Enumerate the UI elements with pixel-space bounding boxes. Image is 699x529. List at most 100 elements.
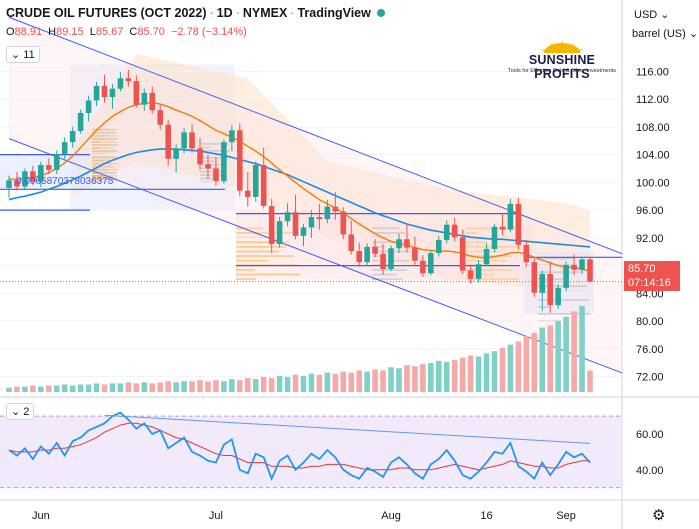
volume-bar (133, 383, 140, 392)
candle (563, 264, 569, 288)
volume-bar (157, 382, 164, 392)
candle (6, 180, 12, 188)
volume-profile-row (538, 313, 590, 315)
price-tick-label: 72.00 (636, 372, 664, 384)
volume-profile-row (92, 131, 116, 134)
volume-profile-row (92, 171, 101, 174)
last-price-label: 85.70 07:14:16 (624, 261, 680, 291)
collapse-icon: ⌄ (11, 49, 21, 61)
volume-bar (30, 385, 36, 392)
candle (149, 92, 156, 111)
volume-profile-row (538, 278, 569, 281)
gear-icon[interactable]: ⚙ (652, 507, 666, 524)
volume-profile-row (92, 156, 116, 159)
volume-bar (507, 344, 514, 392)
volume-profile-row (200, 146, 210, 149)
volume-bar (388, 367, 394, 392)
candle (459, 237, 466, 271)
volume-bar (372, 369, 378, 392)
volume-bar (77, 384, 84, 392)
volume-profile-row (236, 273, 300, 276)
volume-bar (109, 383, 116, 392)
candle (420, 260, 426, 274)
volume-bar (205, 381, 211, 392)
candle (77, 112, 84, 132)
unit-selector[interactable]: barrel (US) ⌄ (632, 27, 698, 40)
time-tick-label: Sep (556, 510, 576, 522)
volume-profile-row (236, 255, 294, 257)
rsi-tick-label: 40.00 (636, 465, 664, 477)
price-tick-label: 80.00 (636, 316, 664, 328)
change-value: −2.78 (−3.14%) (170, 26, 247, 38)
volume-bar (483, 353, 490, 392)
volume-profile-row (200, 174, 225, 177)
candle (69, 131, 76, 143)
channel-lower-line (8, 138, 623, 374)
volume-profile-row (538, 306, 550, 308)
candle (109, 88, 116, 98)
price-tick-label: 108.00 (636, 122, 670, 134)
volume-bar (356, 370, 362, 392)
candle (451, 224, 458, 238)
candle (483, 248, 490, 265)
left-value-label: 0.0065870378036375 (16, 176, 114, 187)
volume-bar (165, 381, 171, 392)
volume-profile-row (236, 278, 257, 281)
volume-profile-row (200, 149, 230, 152)
volume-bar (149, 383, 156, 392)
volume-bar (380, 370, 386, 392)
candle (443, 224, 450, 240)
price-axis[interactable]: 116.00 112.00 108.00 104.00 100.00 96.00 92.00… (636, 66, 670, 383)
interval-label: 1D (216, 6, 233, 20)
oscillator-toggle[interactable]: ⌄ 2 (6, 403, 35, 420)
volume-bar (14, 386, 20, 392)
volume-bar (348, 372, 355, 392)
candle (229, 130, 235, 143)
volume-profile-row (92, 171, 117, 174)
volume-bar (117, 383, 124, 392)
volume-bar (46, 385, 52, 392)
market-status-dot (376, 9, 385, 17)
volume-bar (53, 385, 60, 392)
candle (404, 239, 410, 248)
volume-bar (69, 385, 76, 392)
candle (396, 239, 402, 249)
candle (491, 226, 498, 249)
candle (14, 180, 20, 187)
volume-bar (435, 360, 442, 392)
volume-bar (324, 372, 331, 392)
volume-bar (237, 380, 243, 392)
candle (348, 234, 355, 252)
currency-label: USD (634, 9, 658, 21)
high-label: H (48, 26, 57, 38)
time-axis[interactable]: Jun Jul Aug 16 Sep (32, 510, 576, 522)
price-tick-label: 76.00 (636, 344, 664, 356)
volume-profile-row (236, 241, 289, 244)
candle (117, 78, 124, 89)
volume-bar (587, 370, 593, 392)
candle (435, 239, 442, 254)
time-tick-label: Aug (381, 510, 401, 522)
volume-profile-row (92, 141, 116, 143)
candle (467, 270, 474, 279)
symbol-title[interactable]: CRUDE OIL FUTURES (OCT 2022) · 1D · NYMEX · Tr… (6, 6, 385, 20)
rsi-pane[interactable]: 60.00 40.00 (0, 411, 664, 489)
volume-profile-row (92, 178, 107, 180)
volume-bar (221, 381, 227, 392)
volume-profile-row (92, 159, 105, 162)
open-label: O (6, 26, 15, 38)
candle (523, 244, 530, 263)
rsi-band (0, 416, 622, 488)
currency-selector[interactable]: USD ⌄ (634, 8, 670, 21)
volume-profile-row (236, 227, 264, 230)
candle (380, 253, 386, 270)
volume-bar (555, 321, 561, 392)
candle (284, 212, 291, 222)
volume-bar (467, 355, 474, 392)
candle (539, 273, 546, 293)
volume-profile-row (372, 227, 400, 230)
indicators-toggle[interactable]: ⌄ 11 (6, 46, 40, 63)
volume-bar (459, 357, 466, 392)
candle (101, 85, 108, 98)
